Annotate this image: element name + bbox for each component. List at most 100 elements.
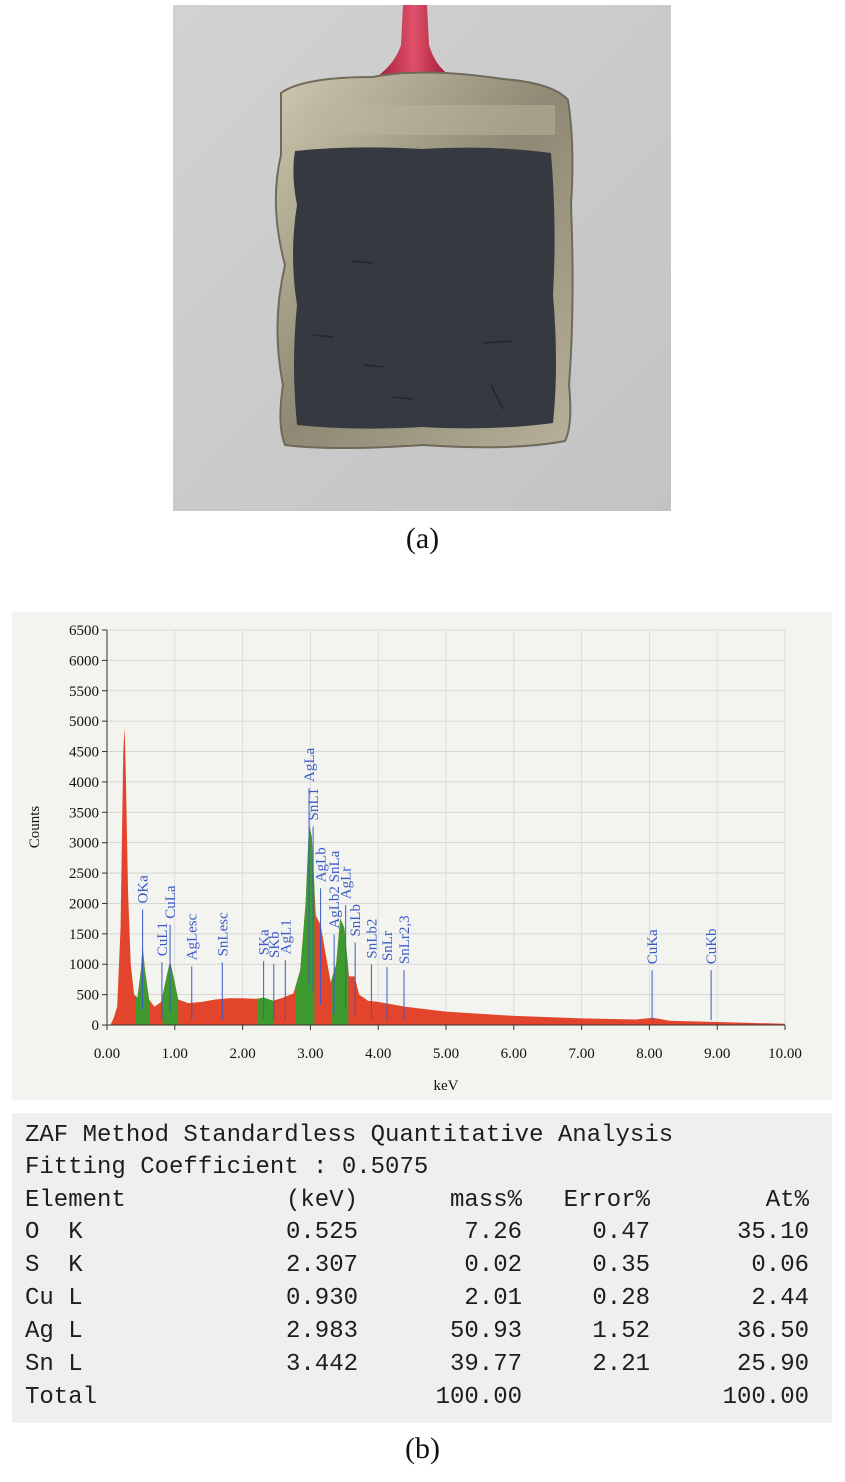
- peak-region: [332, 918, 349, 1025]
- zaf-cell-element: Total: [25, 1384, 97, 1411]
- zaf-cell-error: 0.47: [592, 1219, 650, 1246]
- zaf-cell-at: 35.10: [737, 1219, 809, 1246]
- zaf-cell-error: 2.21: [592, 1351, 650, 1378]
- zaf-cell-error: 0.35: [592, 1252, 650, 1279]
- x-tick-label: 5.00: [433, 1046, 459, 1062]
- zaf-cell-kev: 3.442: [286, 1351, 358, 1378]
- peak-label: AgLb: [314, 847, 330, 882]
- zaf-cell-mass: 39.77: [450, 1351, 522, 1378]
- zaf-cell-mass: 7.26: [464, 1219, 522, 1246]
- x-tick-label: 9.00: [704, 1046, 730, 1062]
- zaf-cell-at: 36.50: [737, 1318, 809, 1345]
- x-tick-label: 6.00: [501, 1046, 527, 1062]
- peak-label: AgLb2 SnLa: [327, 850, 343, 928]
- zaf-header-kev: (keV): [286, 1187, 358, 1214]
- x-tick-label: 8.00: [636, 1046, 662, 1062]
- x-axis-label: keV: [434, 1078, 459, 1094]
- x-tick-label: 10.00: [768, 1046, 802, 1062]
- caption-a: (a): [405, 522, 440, 555]
- zaf-cell-mass: 2.01: [464, 1285, 522, 1312]
- y-tick-label: 2500: [69, 866, 99, 882]
- x-tick-label: 2.00: [229, 1046, 255, 1062]
- x-tick-label: 4.00: [365, 1046, 391, 1062]
- y-tick-label: 3000: [69, 836, 99, 852]
- x-tick-label: 1.00: [162, 1046, 188, 1062]
- zaf-cell-mass: 100.00: [436, 1384, 522, 1411]
- y-tick-label: 1000: [69, 957, 99, 973]
- eds-spectrum-panel: 0 500 1000 1500 2000 2500 3000 3500 4000 4500 5000…: [12, 612, 832, 1100]
- eds-spectrum-chart: 0 500 1000 1500 2000 2500 3000 3500 4000 4500 5000…: [27, 623, 802, 1094]
- y-tick-label: 6500: [69, 623, 99, 639]
- zaf-row: Total 100.00 100.00: [25, 1384, 809, 1411]
- x-tick-label: 3.00: [297, 1046, 323, 1062]
- zaf-cell-mass: 50.93: [450, 1318, 522, 1345]
- zaf-cell-at: 0.06: [751, 1252, 809, 1279]
- zaf-cell-at: 2.44: [751, 1285, 809, 1312]
- peak-label: SnLb2: [364, 919, 380, 959]
- zaf-cell-element: S K: [25, 1252, 83, 1279]
- peak-label: AgL1: [278, 919, 294, 954]
- sample-photo: [173, 5, 671, 511]
- peak-region: [257, 997, 274, 1025]
- zaf-analysis-table: ZAF Method Standardless Quantitative Ana…: [25, 1122, 810, 1411]
- peak-label: CuKb: [704, 928, 720, 964]
- peak-label: CuL1: [155, 922, 171, 956]
- peak-label: CuLa: [163, 885, 179, 919]
- peak-label: SnLr2,3: [397, 915, 413, 964]
- y-tick-label: 4500: [69, 745, 99, 761]
- zaf-cell-element: Cu L: [25, 1285, 83, 1312]
- peak-region: [162, 961, 179, 1025]
- peak-label: SnLr: [380, 931, 396, 961]
- peak-label: OKa: [136, 875, 152, 904]
- x-tick-label: 7.00: [568, 1046, 594, 1062]
- spectrum-area: [110, 727, 785, 1025]
- peak-label: AgLr: [339, 867, 355, 900]
- zaf-cell-kev: 0.525: [286, 1219, 358, 1246]
- peak-label: CuKa: [645, 929, 661, 964]
- zaf-row: Cu L 0.930 2.01 0.28 2.44: [25, 1285, 809, 1312]
- zaf-row: Sn L 3.442 39.77 2.21 25.90: [25, 1351, 809, 1378]
- peak-region: [295, 824, 315, 1025]
- y-tick-label: 5000: [69, 714, 99, 730]
- y-tick-label: 4000: [69, 775, 99, 791]
- zaf-cell-kev: 2.983: [286, 1318, 358, 1345]
- zaf-header-at: At%: [766, 1187, 810, 1214]
- zaf-row: Ag L 2.983 50.93 1.52 36.50: [25, 1318, 809, 1345]
- zaf-cell-kev: 0.930: [286, 1285, 358, 1312]
- zaf-cell-error: 1.52: [592, 1318, 650, 1345]
- zaf-fitting-coefficient: Fitting Coefficient : 0.5075: [25, 1154, 428, 1181]
- zaf-cell-mass: 0.02: [464, 1252, 522, 1279]
- y-tick-label: 500: [77, 988, 100, 1004]
- peak-region: [135, 946, 150, 1025]
- peak-label: SnL1: [306, 788, 322, 821]
- y-tick-label: 2000: [69, 896, 99, 912]
- zaf-cell-at: 100.00: [723, 1384, 809, 1411]
- zaf-cell-element: O K: [25, 1219, 83, 1246]
- zaf-header-mass: mass%: [450, 1187, 523, 1214]
- zaf-title: ZAF Method Standardless Quantitative Ana…: [25, 1122, 673, 1149]
- zaf-row: S K 2.307 0.02 0.35 0.06: [25, 1252, 809, 1279]
- zaf-header-row: Element (keV) mass% Error% At%: [25, 1187, 810, 1214]
- caption-b: (b): [405, 1432, 440, 1465]
- peak-label: SnLesc: [215, 912, 231, 957]
- zaf-cell-element: Sn L: [25, 1351, 83, 1378]
- peak-label: SnLb: [348, 904, 364, 937]
- y-tick-label: 3500: [69, 805, 99, 821]
- peak-label: SKa: [257, 929, 273, 955]
- zaf-cell-element: Ag L: [25, 1318, 83, 1345]
- peak-label: AgLa: [302, 748, 318, 782]
- x-tick-label: 0.00: [94, 1046, 120, 1062]
- peak-label: SKb: [267, 931, 283, 958]
- y-tick-label: 0: [92, 1018, 100, 1034]
- y-tick-label: 5500: [69, 684, 99, 700]
- zaf-cell-kev: 2.307: [286, 1252, 358, 1279]
- zaf-analysis-panel: ZAF Method Standardless Quantitative Ana…: [12, 1113, 832, 1423]
- y-tick-label: 1500: [69, 927, 99, 943]
- zaf-header-error: Error%: [564, 1187, 651, 1214]
- zaf-row: O K 0.525 7.26 0.47 35.10: [25, 1219, 809, 1246]
- zaf-cell-at: 25.90: [737, 1351, 809, 1378]
- zaf-header-element: Element: [25, 1187, 126, 1214]
- y-axis-label: Counts: [27, 806, 43, 849]
- y-tick-label: 6000: [69, 653, 99, 669]
- peak-label: AgLesc: [185, 913, 201, 960]
